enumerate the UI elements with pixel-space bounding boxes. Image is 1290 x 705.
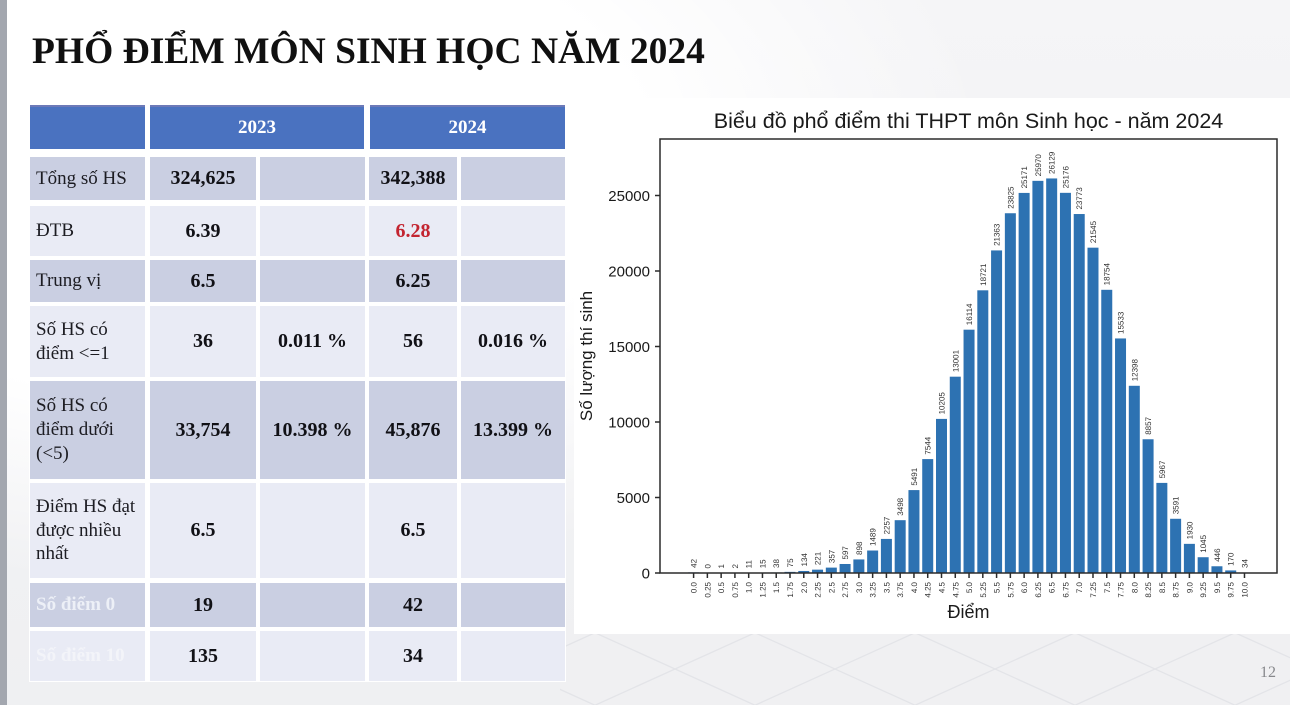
svg-text:8.25: 8.25 xyxy=(1144,581,1153,597)
svg-text:5.5: 5.5 xyxy=(993,581,1002,593)
svg-text:7.25: 7.25 xyxy=(1089,581,1098,597)
svg-text:7544: 7544 xyxy=(924,436,933,454)
svg-text:34: 34 xyxy=(1240,559,1249,568)
svg-text:18721: 18721 xyxy=(979,263,988,286)
svg-text:8.0: 8.0 xyxy=(1130,581,1139,593)
svg-text:6.25: 6.25 xyxy=(1034,581,1043,597)
svg-text:4.25: 4.25 xyxy=(924,581,933,597)
svg-text:23773: 23773 xyxy=(1075,187,1084,210)
svg-text:15000: 15000 xyxy=(608,339,650,356)
svg-text:12398: 12398 xyxy=(1130,358,1139,381)
svg-text:357: 357 xyxy=(827,549,836,563)
svg-text:5491: 5491 xyxy=(910,467,919,485)
svg-text:5967: 5967 xyxy=(1158,460,1167,478)
svg-text:5.75: 5.75 xyxy=(1006,581,1015,597)
svg-text:8857: 8857 xyxy=(1144,416,1153,434)
svg-text:7.5: 7.5 xyxy=(1103,581,1112,593)
svg-text:10205: 10205 xyxy=(938,392,947,415)
svg-text:3498: 3498 xyxy=(896,497,905,515)
svg-text:7.75: 7.75 xyxy=(1117,581,1126,597)
svg-text:7.0: 7.0 xyxy=(1075,581,1084,593)
svg-text:8.5: 8.5 xyxy=(1158,581,1167,593)
svg-text:0: 0 xyxy=(703,564,712,569)
svg-text:18754: 18754 xyxy=(1103,263,1112,286)
svg-text:2257: 2257 xyxy=(882,516,891,534)
svg-text:0: 0 xyxy=(642,566,650,583)
svg-text:0.0: 0.0 xyxy=(690,581,699,593)
svg-text:13001: 13001 xyxy=(951,349,960,372)
svg-text:15533: 15533 xyxy=(1117,311,1126,334)
svg-text:Điểm: Điểm xyxy=(947,602,989,622)
svg-text:2.75: 2.75 xyxy=(841,581,850,597)
svg-text:1489: 1489 xyxy=(869,528,878,546)
svg-text:Biểu đồ phổ điểm thi THPT môn: Biểu đồ phổ điểm thi THPT môn Sinh học -… xyxy=(714,109,1224,133)
svg-text:6.0: 6.0 xyxy=(1020,581,1029,593)
svg-text:898: 898 xyxy=(855,541,864,555)
svg-text:4.5: 4.5 xyxy=(938,581,947,593)
svg-text:25000: 25000 xyxy=(608,188,650,205)
svg-text:42: 42 xyxy=(690,558,699,567)
svg-text:8.75: 8.75 xyxy=(1172,581,1181,597)
svg-text:4.75: 4.75 xyxy=(951,581,960,597)
svg-text:9.25: 9.25 xyxy=(1199,581,1208,597)
svg-text:25176: 25176 xyxy=(1061,166,1070,189)
svg-text:20000: 20000 xyxy=(608,264,650,281)
svg-text:11: 11 xyxy=(745,559,754,568)
svg-text:25970: 25970 xyxy=(1034,154,1043,177)
svg-text:4.0: 4.0 xyxy=(910,581,919,593)
svg-text:134: 134 xyxy=(800,553,809,567)
svg-text:26129: 26129 xyxy=(1048,151,1057,174)
svg-text:1.75: 1.75 xyxy=(786,581,795,597)
svg-text:1: 1 xyxy=(717,563,726,568)
svg-text:2.5: 2.5 xyxy=(827,581,836,593)
svg-text:170: 170 xyxy=(1227,552,1236,566)
svg-text:1.0: 1.0 xyxy=(745,581,754,593)
svg-text:6.5: 6.5 xyxy=(1048,581,1057,593)
svg-text:2.0: 2.0 xyxy=(800,581,809,593)
svg-text:5.25: 5.25 xyxy=(979,581,988,597)
svg-text:5.0: 5.0 xyxy=(965,581,974,593)
svg-text:3.25: 3.25 xyxy=(869,581,878,597)
svg-text:3.5: 3.5 xyxy=(882,581,891,593)
svg-text:9.0: 9.0 xyxy=(1185,581,1194,593)
svg-text:0.25: 0.25 xyxy=(703,581,712,597)
svg-text:1.25: 1.25 xyxy=(758,581,767,597)
svg-text:21545: 21545 xyxy=(1089,220,1098,243)
svg-text:1045: 1045 xyxy=(1199,534,1208,552)
svg-text:2: 2 xyxy=(731,563,740,568)
svg-text:23825: 23825 xyxy=(1006,186,1015,209)
svg-text:75: 75 xyxy=(786,558,795,567)
svg-text:10.0: 10.0 xyxy=(1240,581,1249,597)
svg-text:0.75: 0.75 xyxy=(731,581,740,597)
svg-text:15: 15 xyxy=(758,559,767,568)
svg-text:10000: 10000 xyxy=(608,415,650,432)
svg-text:3591: 3591 xyxy=(1172,496,1181,514)
svg-text:1930: 1930 xyxy=(1185,521,1194,539)
svg-text:Số lượng thí sinh: Số lượng thí sinh xyxy=(577,291,596,421)
svg-text:38: 38 xyxy=(772,558,781,567)
svg-text:3.75: 3.75 xyxy=(896,581,905,597)
svg-text:1.5: 1.5 xyxy=(772,581,781,593)
svg-text:16114: 16114 xyxy=(965,303,974,325)
svg-text:6.75: 6.75 xyxy=(1061,581,1070,597)
svg-text:21363: 21363 xyxy=(993,223,1002,246)
svg-text:5000: 5000 xyxy=(617,490,650,507)
svg-text:9.5: 9.5 xyxy=(1213,581,1222,593)
svg-text:221: 221 xyxy=(814,551,823,565)
svg-text:25171: 25171 xyxy=(1020,166,1029,189)
svg-text:3.0: 3.0 xyxy=(855,581,864,593)
svg-text:0.5: 0.5 xyxy=(717,581,726,593)
svg-text:9.75: 9.75 xyxy=(1227,581,1236,597)
svg-text:597: 597 xyxy=(841,546,850,560)
svg-text:446: 446 xyxy=(1213,548,1222,562)
svg-text:2.25: 2.25 xyxy=(814,581,823,597)
